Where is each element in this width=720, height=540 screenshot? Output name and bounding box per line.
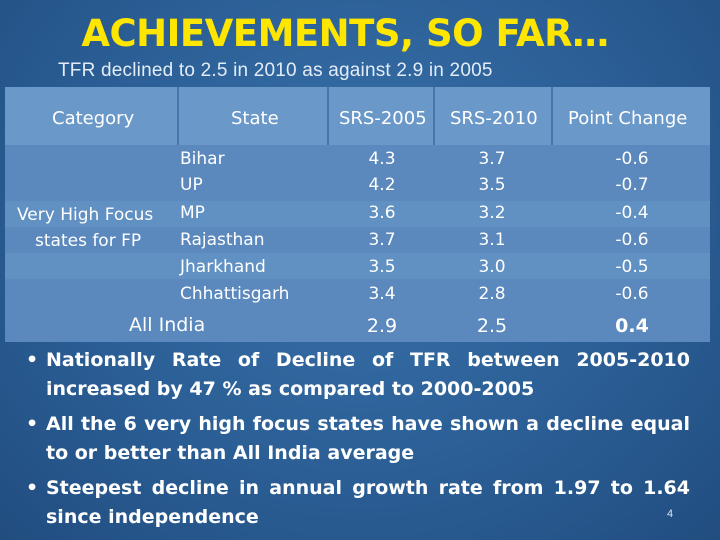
srs2010-value: 3.1	[478, 230, 506, 250]
state-name: UP	[180, 175, 203, 195]
srs2005-value: 3.4	[368, 284, 396, 304]
slide-subtitle: TFR declined to 2.5 in 2010 as against 2…	[58, 60, 493, 81]
bullet-item: All the 6 very high focus states have sh…	[26, 410, 690, 468]
srs2005-value: 3.5	[368, 257, 396, 277]
srs2010-value: 3.0	[478, 257, 506, 277]
point-change-value: -0.7	[615, 175, 649, 195]
header-category: Category	[52, 108, 135, 129]
all-india-change: 0.4	[615, 315, 649, 337]
all-india-srs2010: 2.5	[476, 315, 508, 337]
header-srs2010: SRS-2010	[450, 108, 538, 129]
point-change-value: -0.6	[615, 149, 649, 169]
srs2005-value: 3.7	[368, 230, 396, 250]
group-label-line2: states for FP	[35, 231, 142, 251]
slide-title: ACHIEVEMENTS, SO FAR…	[81, 12, 609, 55]
row-band	[5, 253, 710, 279]
group-label-line1: Very High Focus	[17, 205, 154, 225]
state-name: Jharkhand	[180, 257, 266, 277]
row-band	[5, 201, 710, 227]
all-india-label: All India	[129, 314, 206, 336]
srs2005-value: 3.6	[368, 203, 396, 223]
header-srs2005: SRS-2005	[339, 108, 427, 129]
page-number: 4	[667, 508, 674, 520]
header-state: State	[231, 108, 279, 129]
header-cell-point-change: Point Change	[553, 87, 710, 145]
bullet-item: Nationally Rate of Decline of TFR betwee…	[26, 346, 690, 404]
srs2005-value: 4.3	[368, 149, 396, 169]
point-change-value: -0.4	[615, 203, 649, 223]
tfr-table: Category State SRS-2005 SRS-2010 Point C…	[5, 87, 710, 342]
point-change-value: -0.5	[615, 257, 649, 277]
srs2010-value: 3.2	[478, 203, 506, 223]
header-cell-srs2010: SRS-2010	[435, 87, 553, 145]
all-india-srs2005: 2.9	[366, 315, 398, 337]
state-name: Bihar	[180, 149, 225, 169]
header-cell-category: Category	[5, 87, 179, 145]
state-name: MP	[180, 203, 205, 223]
srs2010-value: 3.7	[478, 149, 506, 169]
srs2010-value: 3.5	[478, 175, 506, 195]
bullet-list: Nationally Rate of Decline of TFR betwee…	[26, 346, 690, 538]
point-change-value: -0.6	[615, 230, 649, 250]
bullet-item: Steepest decline in annual growth rate f…	[26, 474, 690, 532]
state-name: Chhattisgarh	[180, 284, 290, 304]
point-change-value: -0.6	[615, 284, 649, 304]
header-cell-state: State	[179, 87, 329, 145]
state-name: Rajasthan	[180, 230, 265, 250]
header-point-change: Point Change	[568, 108, 688, 129]
srs2010-value: 2.8	[478, 284, 506, 304]
srs2005-value: 4.2	[368, 175, 396, 195]
header-cell-srs2005: SRS-2005	[329, 87, 435, 145]
